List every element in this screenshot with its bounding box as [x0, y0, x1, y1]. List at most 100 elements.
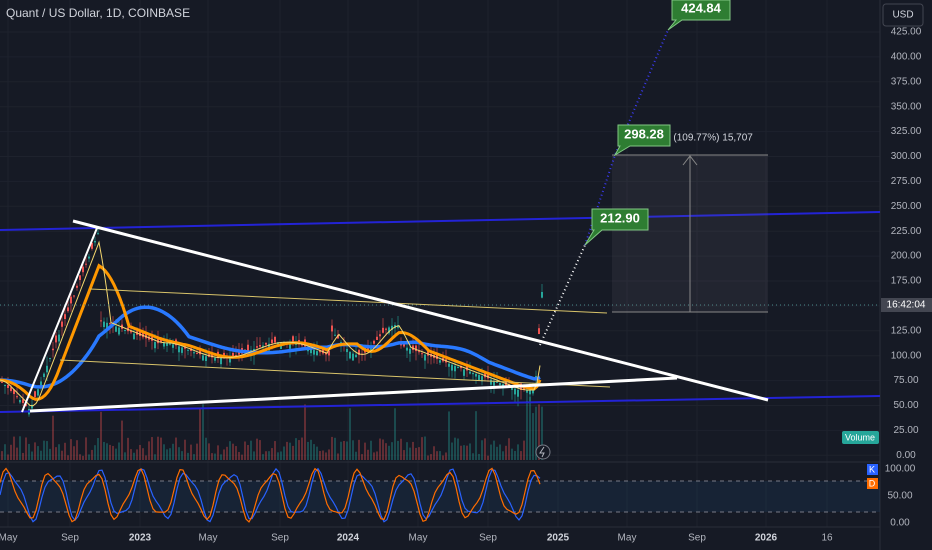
volume-bar	[364, 442, 366, 460]
candle	[469, 371, 471, 374]
volume-bar	[397, 440, 399, 460]
price-tick: 350.00	[891, 101, 922, 112]
volume-bar	[304, 404, 306, 460]
candle	[172, 344, 174, 348]
measure-arrowhead	[682, 155, 698, 166]
volume-bar	[160, 437, 162, 460]
price-tick: 50.00	[893, 400, 918, 411]
volume-bar	[133, 452, 135, 460]
candle	[46, 365, 48, 373]
candle	[310, 348, 312, 354]
volume-bar	[262, 454, 264, 460]
volume-bar	[463, 445, 465, 460]
volume-bar	[421, 437, 423, 460]
time-tick: Sep	[479, 533, 497, 544]
volume-bar	[316, 446, 318, 460]
k-badge	[867, 464, 878, 475]
volume-bar	[352, 440, 354, 460]
volume-bar	[280, 451, 282, 460]
candle	[331, 325, 333, 332]
volume-bar	[106, 443, 108, 460]
price-tick: 250.00	[891, 201, 922, 212]
trend-line	[29, 376, 678, 413]
volume-bar	[148, 441, 150, 460]
volume-bar	[217, 445, 219, 460]
candle	[70, 296, 72, 304]
candle	[517, 389, 519, 397]
volume-bar	[313, 444, 315, 460]
candle	[403, 343, 405, 347]
candle	[130, 330, 132, 333]
price-tick: 225.00	[891, 226, 922, 237]
volume-bar	[205, 437, 207, 460]
candle	[274, 336, 276, 343]
candle	[73, 295, 75, 297]
candle	[463, 369, 465, 376]
volume-bar	[31, 451, 33, 460]
volume-bar	[61, 450, 63, 460]
volume-bar	[286, 441, 288, 460]
candle	[43, 373, 45, 378]
k-label: K	[869, 464, 875, 474]
volume-bar	[226, 446, 228, 460]
volume-bar	[292, 445, 294, 460]
price-tick: 425.00	[891, 27, 922, 38]
currency[interactable]: USD	[892, 10, 913, 21]
volume-bar	[70, 439, 72, 460]
channel-line	[0, 395, 881, 413]
volume-bar	[250, 440, 252, 460]
candle	[466, 365, 468, 371]
volume-bar	[400, 438, 402, 460]
volume-bar	[334, 437, 336, 460]
price-tick: 75.00	[893, 375, 918, 386]
candle	[487, 373, 489, 379]
price-tick: 275.00	[891, 176, 922, 187]
volume-bar	[169, 448, 171, 460]
candle	[481, 376, 483, 382]
candle	[67, 307, 69, 312]
time-tick: May	[409, 533, 428, 544]
time-tick: 16	[821, 533, 833, 544]
volume-bar	[514, 450, 516, 460]
candle	[4, 385, 6, 386]
volume-bar	[427, 455, 429, 460]
candle	[349, 351, 351, 359]
symbol-title: Quant / US Dollar, 1D, COINBASE	[6, 6, 190, 20]
currency-button[interactable]	[882, 3, 924, 27]
volume-bar	[136, 449, 138, 460]
volume-bar	[268, 451, 270, 460]
candle	[352, 353, 354, 361]
candle	[52, 348, 54, 351]
volume-bar	[496, 446, 498, 460]
replay-icon[interactable]	[535, 444, 551, 460]
candle	[295, 343, 297, 345]
volume-bar	[151, 437, 153, 460]
volume-badge	[842, 431, 879, 444]
volume-bar	[529, 396, 531, 460]
candle	[199, 348, 201, 355]
volume-bar	[208, 443, 210, 460]
volume-bar	[406, 442, 408, 460]
volume-bar	[97, 438, 99, 460]
time-axis: May Sep 2023 May Sep 2024 May Sep 2025 May Sep 2026…	[0, 533, 833, 544]
price-tick: 0.00	[896, 450, 916, 461]
volume-bar	[52, 415, 54, 460]
candle	[337, 334, 339, 339]
candle	[49, 358, 51, 359]
time-tick: 2024	[337, 533, 360, 544]
volume-bar	[238, 451, 240, 460]
candle	[265, 342, 267, 345]
volume-bar	[88, 454, 90, 460]
candle	[133, 333, 135, 340]
candle	[166, 342, 168, 346]
volume-bar	[520, 451, 522, 460]
volume-bar	[424, 436, 426, 460]
volume-bar	[445, 452, 447, 460]
volume-bar	[361, 454, 363, 460]
volume-bar	[103, 441, 105, 460]
callout-text: 212.90	[600, 210, 640, 225]
volume-bar	[202, 404, 204, 460]
volume-bar	[40, 450, 42, 460]
